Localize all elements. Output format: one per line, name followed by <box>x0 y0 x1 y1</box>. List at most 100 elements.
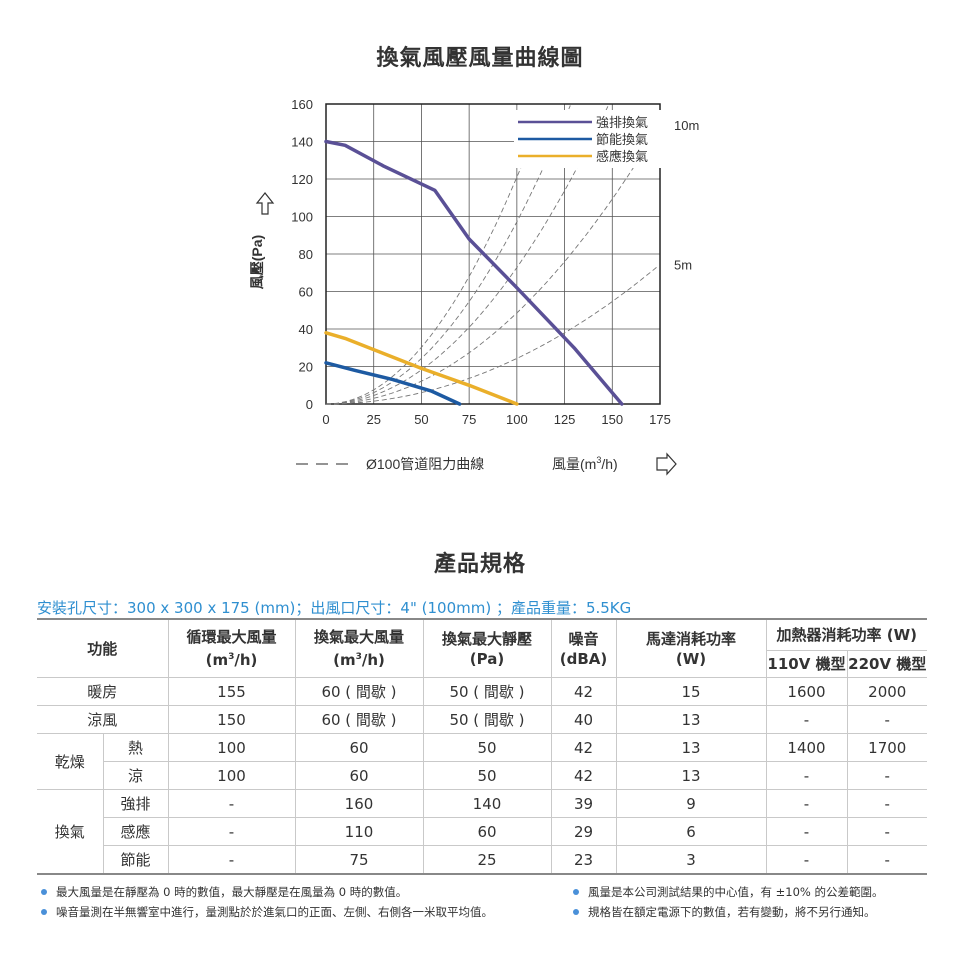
resistance-curve <box>326 265 659 405</box>
table-row: 涼風 150 60 ( 間歇 ) 50 ( 間歇 ) 40 13 - - <box>37 705 927 734</box>
note-item: 噪音量測在半無響室中進行，量測點於於進氣口的正面、左側、右側各一米取平均值。 <box>38 902 493 922</box>
header-motor-power: 馬達消耗功率 (W) <box>615 618 767 678</box>
cell: - <box>765 705 848 734</box>
chart-title: 換氣風壓風量曲線圖 <box>376 46 584 71</box>
resistance-curve <box>325 109 545 405</box>
row-label: 節能 <box>103 845 169 875</box>
cell: 1400 <box>765 733 848 762</box>
header-heater-power: 加熱器消耗功率 (W) <box>765 618 927 651</box>
cell: 25 <box>422 845 552 875</box>
cell: - <box>846 789 927 818</box>
cell: 150 <box>167 705 296 734</box>
up-arrow-icon <box>255 192 275 215</box>
y-tick-label: 0 <box>306 397 313 412</box>
resistance-label: 10m <box>674 118 699 133</box>
cell: - <box>765 789 848 818</box>
table-row: 換氣 強排 - 160 140 39 9 - - <box>37 789 927 875</box>
x-tick-label: 0 <box>322 412 329 427</box>
group-label-vent: 換氣 <box>37 789 104 875</box>
cell: - <box>846 761 927 790</box>
cell: 60 ( 間歇 ) <box>294 677 424 706</box>
cell: - <box>167 817 296 846</box>
note-item: 最大風量是在靜壓為 0 時的數值，最大靜壓是在風量為 0 時的數值。 <box>38 882 493 902</box>
cell: 160 <box>294 789 424 818</box>
cell: 13 <box>615 733 767 762</box>
x-tick-label: 125 <box>554 412 576 427</box>
table-row: 暖房 155 60 ( 間歇 ) 50 ( 間歇 ) 42 15 1600 20… <box>37 677 927 706</box>
cell: 42 <box>550 677 617 706</box>
cell: 60 <box>294 733 424 762</box>
cell: - <box>765 761 848 790</box>
plot-frame <box>325 103 661 405</box>
cell: - <box>167 789 296 818</box>
legend-label: 感應換氣 <box>596 149 648 164</box>
bullet-icon <box>573 909 579 915</box>
spec-table: 功能 循環最大風量 (m3/h) 換氣最大風量 (m3/h) 換氣最大靜壓 (Pa… <box>37 618 927 875</box>
series-line <box>324 331 519 406</box>
cell: 60 ( 間歇 ) <box>294 705 424 734</box>
cell: 60 <box>294 761 424 790</box>
spec-info: 安裝孔尺寸：300 x 300 x 175 (mm)；出風口尺寸：4" (100… <box>37 599 632 617</box>
cell: 23 <box>550 845 617 875</box>
cell: - <box>167 845 296 875</box>
group-label-dry: 乾燥 <box>37 733 104 790</box>
cell: 40 <box>550 705 617 734</box>
legend-label: 節能換氣 <box>596 132 648 147</box>
note-item: 風量是本公司測試結果的中心值，有 ±10% 的公差範圍。 <box>570 882 884 902</box>
cell: 60 <box>422 817 552 846</box>
x-tick-label: 50 <box>414 412 428 427</box>
row-label: 感應 <box>103 817 169 846</box>
y-tick-label: 40 <box>299 322 313 337</box>
y-tick-label: 80 <box>299 247 313 262</box>
cell: 2000 <box>846 677 927 706</box>
cell: - <box>846 817 927 846</box>
bullet-icon <box>41 909 47 915</box>
right-arrow-icon <box>656 452 677 476</box>
y-tick-label: 120 <box>291 172 313 187</box>
header-circ-flow: 循環最大風量 (m3/h) <box>167 618 296 678</box>
y-tick-label: 20 <box>299 360 313 375</box>
cell: 50 <box>422 733 552 762</box>
resistance-label: 5m <box>674 257 692 272</box>
cell: 3 <box>615 845 767 875</box>
header-function: 功能 <box>37 618 169 678</box>
cell: 1700 <box>846 733 927 762</box>
resistance-curve <box>325 104 609 405</box>
cell: - <box>846 705 927 734</box>
bullet-icon <box>41 889 47 895</box>
cell: 9 <box>615 789 767 818</box>
cell: 50 ( 間歇 ) <box>422 705 552 734</box>
row-label: 強排 <box>102 789 169 818</box>
row-label: 涼風 <box>37 705 169 734</box>
table-row: 乾燥 熱 100 60 50 42 13 1400 1700 <box>37 733 927 790</box>
header-vent-flow: 換氣最大風量 (m3/h) <box>294 618 424 678</box>
x-tick-label: 150 <box>601 412 623 427</box>
cell: 50 <box>422 761 552 790</box>
series-line <box>324 139 624 406</box>
table-row: 感應 - 110 60 29 6 - - <box>37 817 927 846</box>
cell: 110 <box>294 817 424 846</box>
x-tick-label: 100 <box>506 412 528 427</box>
legend-label: 強排換氣 <box>596 115 648 130</box>
y-tick-label: 60 <box>299 285 313 300</box>
row-label: 熱 <box>102 733 169 762</box>
row-label: 暖房 <box>37 677 169 706</box>
x-tick-label: 25 <box>366 412 380 427</box>
x-tick-label: 75 <box>462 412 476 427</box>
notes-left: 最大風量是在靜壓為 0 時的數值，最大靜壓是在風量為 0 時的數值。 噪音量測在… <box>38 882 493 922</box>
cell: 42 <box>550 761 617 790</box>
cell: 42 <box>550 733 617 762</box>
cell: 155 <box>167 677 296 706</box>
cell: 29 <box>550 817 617 846</box>
series-line <box>324 361 462 406</box>
x-tick-label: 175 <box>649 412 671 427</box>
cell: - <box>765 845 848 875</box>
resistance-legend-label: Ø100管道阻力曲線 <box>366 456 484 472</box>
y-tick-label: 100 <box>291 210 313 225</box>
note-item: 規格皆在額定電源下的數值，若有變動，將不另行通知。 <box>570 902 884 922</box>
header-220v: 220V 機型 <box>846 650 927 678</box>
cell: - <box>846 845 927 875</box>
cell: 39 <box>550 789 617 818</box>
cell: 100 <box>167 733 296 762</box>
y-axis-label: 風壓(Pa) <box>249 235 265 289</box>
